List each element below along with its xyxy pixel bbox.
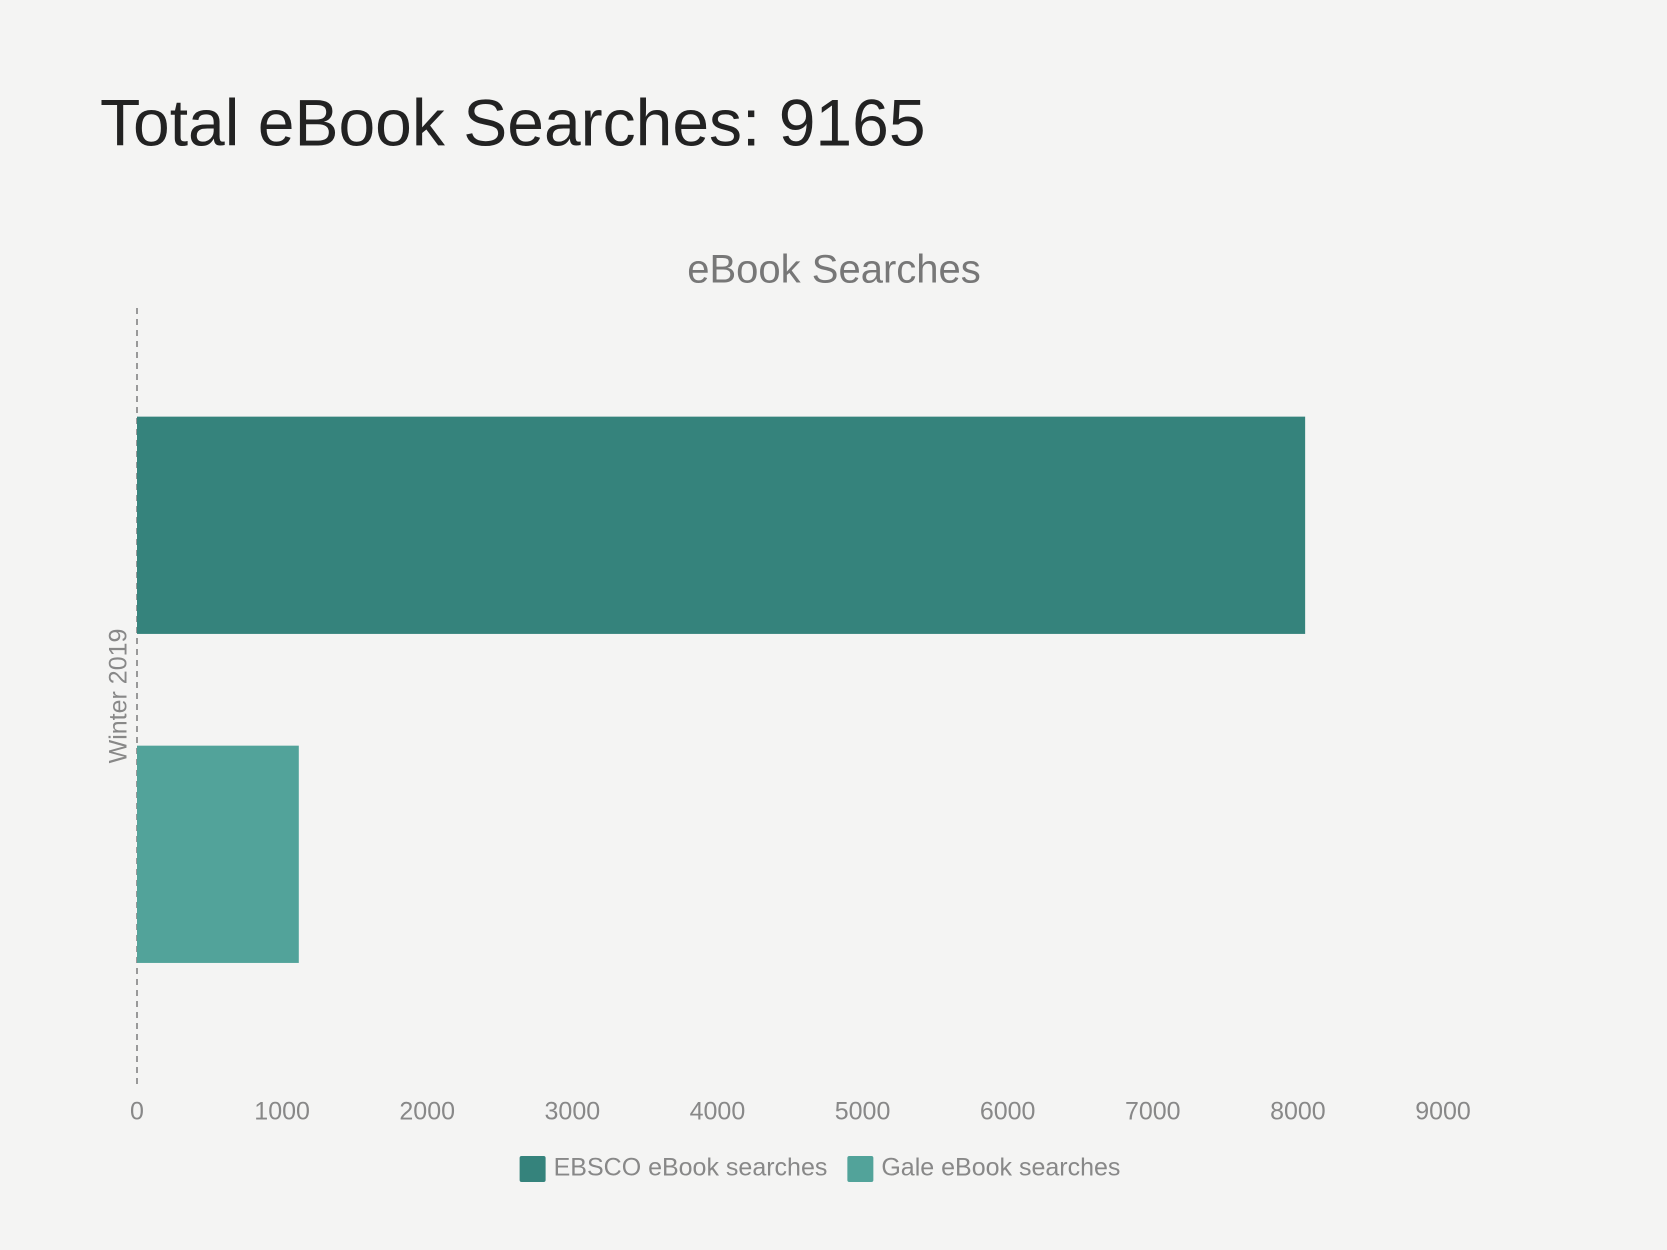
x-tick-label: 2000: [399, 1098, 455, 1126]
legend-label: EBSCO eBook searches: [554, 1154, 828, 1182]
chart-title: eBook Searches: [687, 248, 981, 292]
legend-item: Gale eBook searches: [847, 1154, 1120, 1182]
x-tick-label: 5000: [835, 1098, 891, 1126]
x-tick-label: 8000: [1270, 1098, 1326, 1126]
x-tick-label: 6000: [980, 1098, 1036, 1126]
bar: [137, 745, 299, 963]
legend-swatch: [519, 1156, 546, 1182]
x-tick-label: 1000: [254, 1098, 310, 1126]
x-tick-label: 4000: [690, 1098, 746, 1126]
x-tick-label: 0: [130, 1098, 144, 1126]
x-tick-label: 3000: [545, 1098, 601, 1126]
x-tick-label: 7000: [1125, 1098, 1181, 1126]
legend-swatch: [847, 1156, 874, 1182]
y-tick-label: Winter 2019: [105, 629, 133, 764]
x-tick-label: 9000: [1415, 1098, 1471, 1126]
slide-title: Total eBook Searches: 9165: [100, 85, 926, 159]
legend-label: Gale eBook searches: [881, 1154, 1120, 1182]
bar: [137, 416, 1306, 634]
legend-item: EBSCO eBook searches: [519, 1154, 828, 1182]
